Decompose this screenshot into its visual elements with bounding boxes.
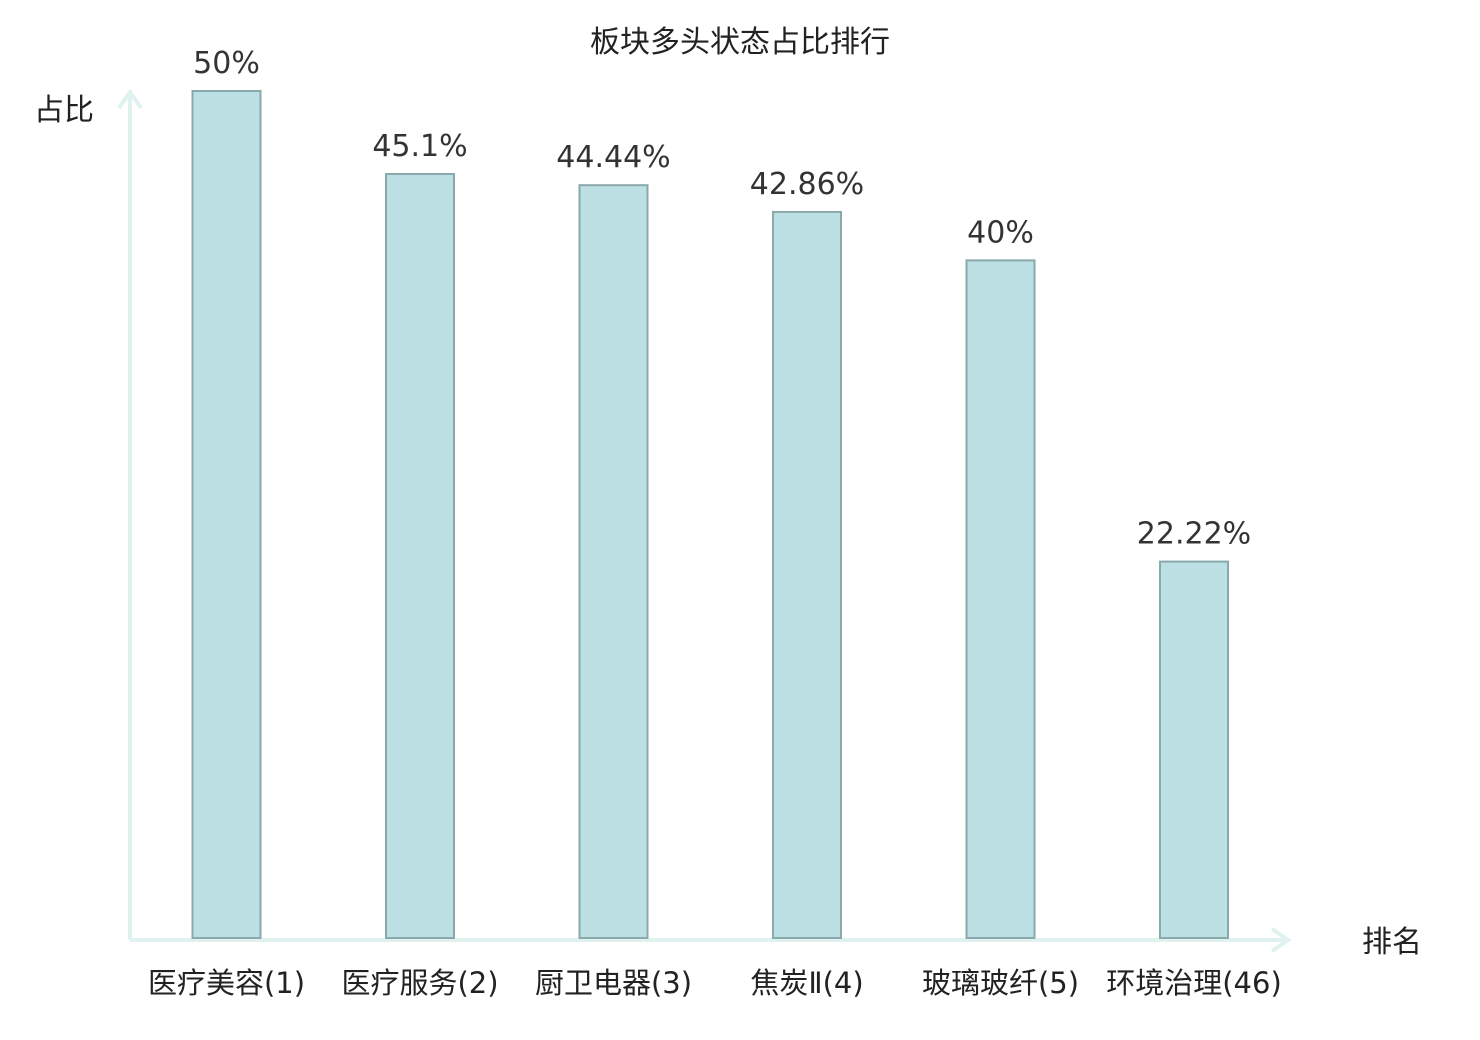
- x-axis-arrow: [1270, 927, 1292, 953]
- category-name: 医疗美容: [148, 966, 264, 1000]
- category-rank: (4): [823, 966, 864, 1000]
- x-axis: [130, 927, 1292, 953]
- category-rank: (2): [457, 966, 498, 1000]
- value-label-5: 40%: [967, 215, 1034, 250]
- category-labels: 医疗美容(1) 医疗服务(2) 厨卫电器(3) 焦炭Ⅱ(4) 玻璃玻纤(5) 环境治理(4…: [148, 966, 1282, 1000]
- category-name: 玻璃玻纤: [922, 966, 1038, 1000]
- value-label-2: 45.1%: [372, 129, 467, 164]
- x-axis-label: 排名: [1362, 925, 1422, 960]
- category-name: 厨卫电器: [535, 966, 651, 1000]
- value-labels: 50% 45.1% 44.44% 42.86% 40% 22.22%: [193, 46, 1251, 552]
- bars: [191, 90, 1229, 940]
- bar-6: [1159, 560, 1229, 939]
- category-rank: (1): [264, 966, 305, 1000]
- category-name: 焦炭Ⅱ: [750, 966, 822, 1000]
- value-label-1: 50%: [193, 46, 260, 81]
- category-label-1: 医疗美容(1): [148, 966, 305, 1000]
- category-label-3: 厨卫电器(3): [535, 966, 692, 1000]
- y-axis-arrow: [117, 88, 143, 110]
- y-axis-label: 占比: [34, 93, 94, 128]
- category-label-2: 医疗服务(2): [341, 966, 498, 1000]
- bar-1: [191, 90, 262, 939]
- bar-3: [578, 184, 649, 939]
- value-label-6: 22.22%: [1137, 517, 1251, 552]
- category-rank: (46): [1222, 966, 1282, 1000]
- chart-title: 板块多头状态占比排行: [590, 25, 890, 60]
- value-label-4: 42.86%: [750, 167, 864, 202]
- category-rank: (3): [651, 966, 692, 1000]
- category-name: 医疗服务: [341, 966, 457, 1000]
- bar-4: [772, 210, 842, 939]
- bar-2: [385, 173, 455, 940]
- y-axis: [117, 88, 143, 940]
- category-name: 环境治理: [1106, 966, 1222, 1000]
- category-rank: (5): [1038, 966, 1079, 1000]
- category-label-6: 环境治理(46): [1106, 966, 1282, 1000]
- bar-5: [965, 259, 1036, 939]
- value-label-3: 44.44%: [556, 140, 670, 175]
- category-label-4: 焦炭Ⅱ(4): [750, 966, 863, 1000]
- category-label-5: 玻璃玻纤(5): [922, 966, 1079, 1000]
